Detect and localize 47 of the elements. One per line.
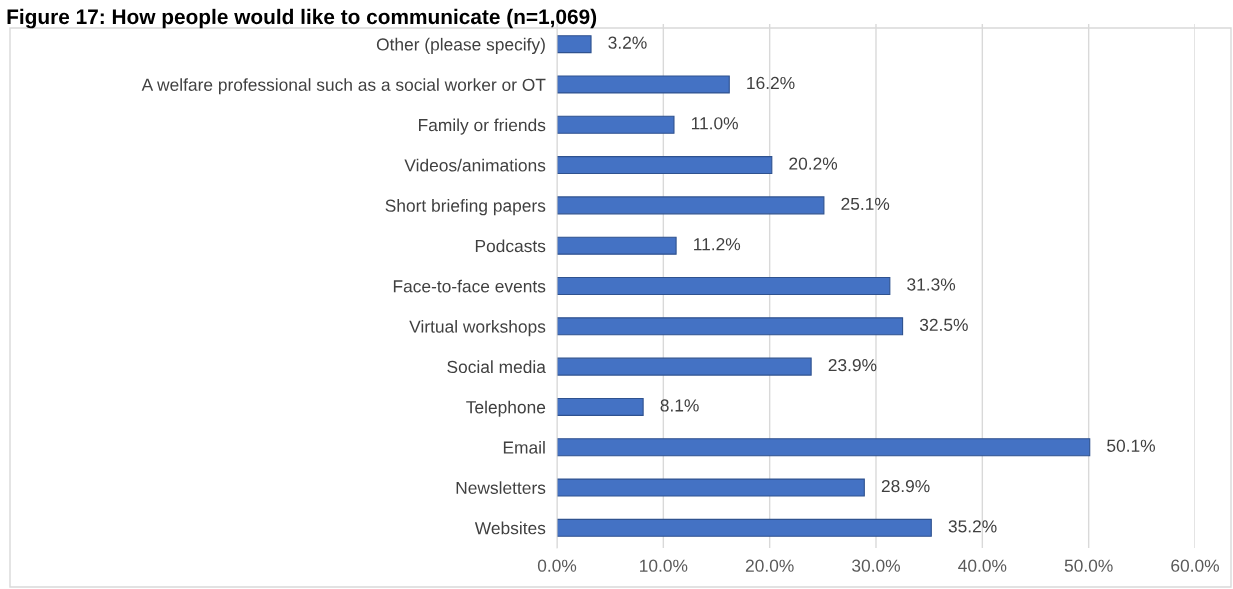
x-tick-label: 20.0% <box>745 559 794 572</box>
data-label: 23.9% <box>828 358 877 372</box>
bar <box>557 35 592 54</box>
y-tick-label: A welfare professional such as a social worker or OT <box>141 78 546 95</box>
y-tick-label: Virtual workshops <box>409 320 546 337</box>
y-tick-label: Family or friends <box>419 118 546 135</box>
x-tick-label: 10.0% <box>640 559 688 572</box>
x-tick-label: 40.0% <box>958 559 1007 572</box>
bar <box>557 478 865 497</box>
bar <box>557 236 677 255</box>
data-label: 32.5% <box>919 318 968 331</box>
y-tick-label: Videos/animations <box>404 158 546 172</box>
data-label: 16.2% <box>747 76 795 90</box>
bar <box>557 357 812 376</box>
data-label: 28.9% <box>881 479 930 493</box>
data-label: 11.2% <box>694 238 741 251</box>
data-label: 25.1% <box>841 197 890 211</box>
y-tick-label: Email <box>503 440 545 454</box>
bar <box>557 115 675 134</box>
data-label: 50.1% <box>1107 439 1156 452</box>
bar <box>557 518 932 537</box>
data-label: 3.2% <box>608 36 647 49</box>
y-tick-label: Other (please specify) <box>376 37 545 55</box>
x-tick-label: 60.0% <box>1171 559 1219 572</box>
bar <box>557 317 904 336</box>
bar <box>557 438 1091 457</box>
x-tick-label: 30.0% <box>852 559 900 572</box>
y-tick-label: Telephone <box>466 400 546 417</box>
x-tick-label: 0.0% <box>537 559 577 572</box>
y-tick-label: Podcasts <box>475 239 546 253</box>
bar <box>557 156 773 175</box>
y-tick-label: Short briefing papers <box>385 199 546 216</box>
bar <box>557 196 825 215</box>
data-label: 31.3% <box>907 278 956 291</box>
data-label: 8.1% <box>660 399 699 412</box>
x-tick-label: 50.0% <box>1064 559 1113 572</box>
bar <box>557 75 730 94</box>
data-label: 11.0% <box>691 117 738 130</box>
data-label: 20.2% <box>789 157 838 170</box>
data-label: 35.2% <box>948 520 997 533</box>
text: Figure 17: How people would like to communicate (n=1,069) <box>7 8 597 29</box>
y-tick-label: Newsletters <box>456 481 546 494</box>
y-tick-label: Social media <box>447 360 546 374</box>
y-tick-label: Websites <box>474 521 546 535</box>
y-tick-label: Face-to-face events <box>393 279 546 293</box>
bar <box>557 397 644 416</box>
bar <box>557 276 891 296</box>
